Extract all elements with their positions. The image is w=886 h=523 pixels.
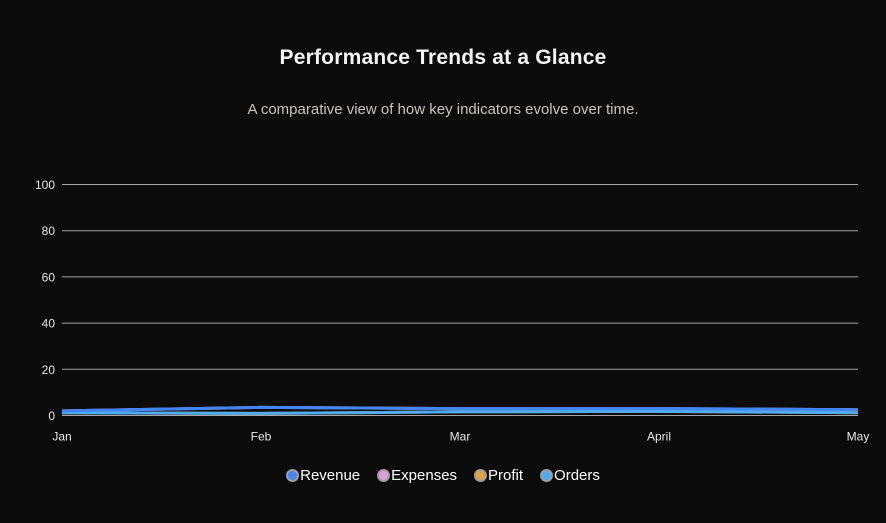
legend-label: Orders (554, 467, 600, 484)
legend-item-orders[interactable]: Orders (540, 467, 600, 484)
y-tick-label: 80 (42, 224, 56, 238)
legend-label: Profit (488, 467, 524, 484)
y-tick-label: 100 (35, 178, 55, 192)
series-line-orders[interactable] (61, 409, 859, 415)
legend-item-revenue[interactable]: Revenue (286, 467, 360, 484)
x-tick-label: May (847, 430, 870, 444)
x-tick-label: Mar (450, 430, 471, 444)
y-tick-label: 0 (48, 409, 55, 423)
x-tick-label: Jan (52, 430, 71, 444)
legend-label: Expenses (391, 467, 458, 484)
legend-item-profit[interactable]: Profit (474, 467, 523, 484)
chart-subtitle: A comparative view of how key indicators… (247, 101, 639, 118)
y-tick-label: 60 (42, 270, 56, 284)
legend-swatch-icon (286, 469, 300, 482)
legend-swatch-icon (540, 469, 554, 482)
legend-label: Revenue (300, 467, 361, 484)
legend-swatch-icon (377, 469, 391, 482)
series-line-revenue[interactable] (61, 405, 859, 413)
chart-title: Performance Trends at a Glance (279, 46, 607, 69)
legend-swatch-icon (474, 469, 488, 482)
x-tick-label: Feb (251, 430, 272, 444)
x-tick-label: April (647, 430, 671, 444)
y-tick-label: 20 (42, 363, 56, 377)
legend-item-expenses[interactable]: Expenses (377, 467, 457, 484)
chart-legend: Revenue Expenses Profit Orders (0, 467, 886, 484)
y-tick-label: 40 (42, 317, 56, 331)
